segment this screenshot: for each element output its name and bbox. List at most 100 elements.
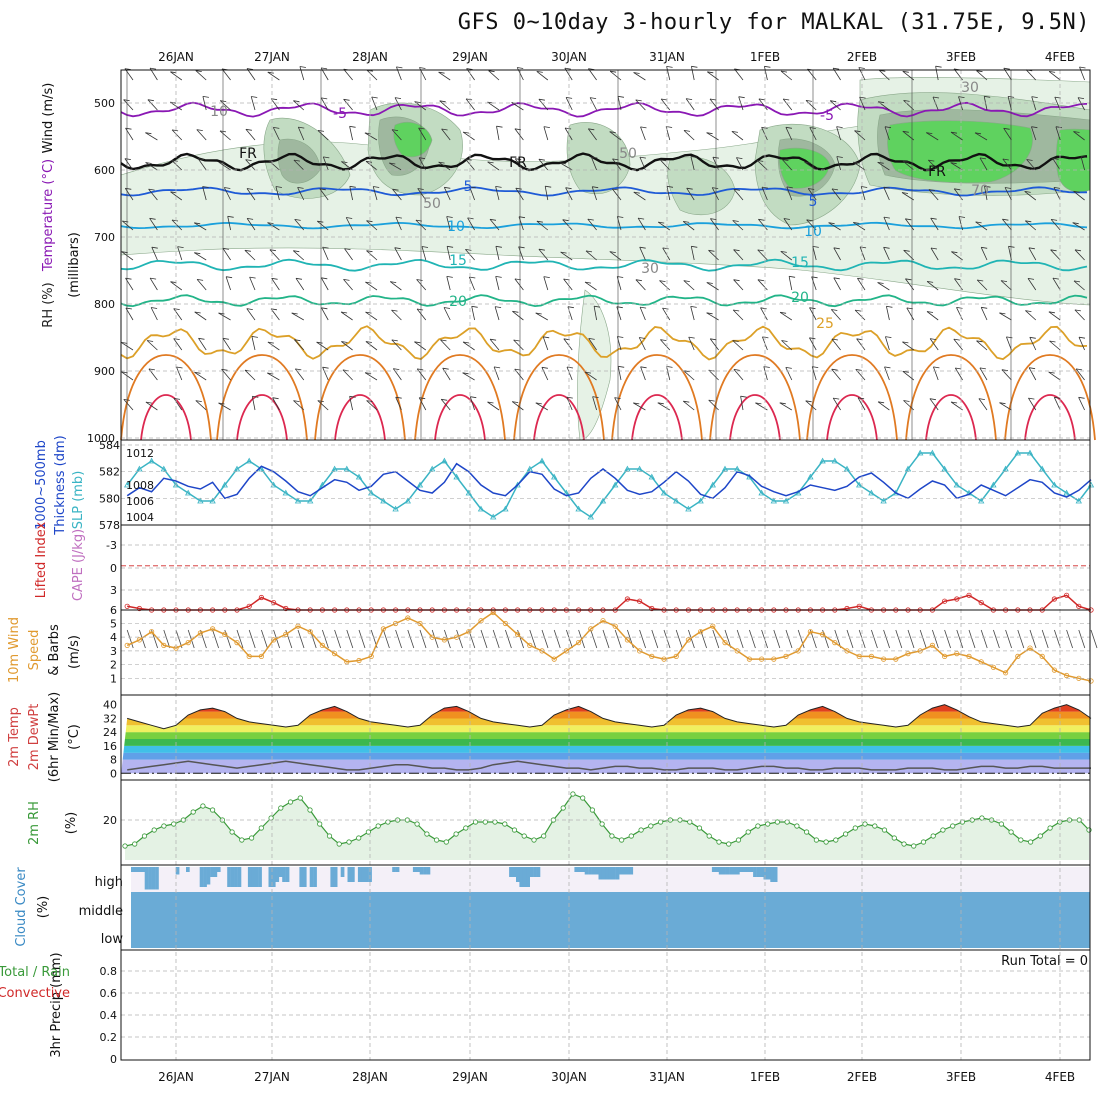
wind-barb [617, 366, 622, 381]
wind-barb-flag [218, 402, 225, 405]
wind-barb-flag [610, 70, 617, 73]
wind-barb [269, 249, 280, 261]
wind-barb-flag [349, 125, 356, 128]
wind-barb [708, 250, 719, 261]
wind-barb-flag [365, 311, 372, 314]
wind-barb [345, 217, 353, 231]
cloud-high-bar [615, 867, 620, 880]
wind-barb-flag [566, 396, 573, 399]
wind10m-line-marker [819, 631, 826, 638]
cape-ylabel: CAPE (J/kg) [71, 529, 86, 601]
wind-barb [1048, 371, 1061, 381]
contour-label: FR [928, 164, 946, 180]
wind-barb [609, 70, 622, 81]
slp-line-marker [307, 497, 314, 504]
rh2m-marker [979, 815, 985, 821]
slp-line-marker [136, 465, 143, 472]
wind-barb [202, 186, 207, 201]
wind-barb-flag [688, 336, 695, 339]
wind10m-barb [822, 629, 829, 649]
wind10m-line-marker [978, 659, 984, 665]
wind-barb-flag [419, 397, 426, 400]
wind-barb-flag [639, 156, 646, 159]
wind-barb-flag [124, 158, 131, 160]
slp-line-marker [453, 473, 460, 480]
contour-label: 50 [619, 146, 637, 162]
wind-barb-flag [349, 395, 356, 398]
contour-label: 10 [804, 224, 822, 240]
cloud-high-bar [364, 867, 369, 882]
wind10m-panel [124, 609, 1098, 684]
wind-barb-flag [951, 401, 958, 404]
thickness-ylabel: 1000~500mb [34, 440, 49, 530]
lifted-index-line-marker [136, 605, 142, 612]
contour-label: FR [239, 146, 257, 162]
contour-30 [806, 354, 898, 441]
wind-barb [294, 339, 305, 351]
run-total: Run Total = 0 [1001, 954, 1088, 969]
wind10m-line-marker [1039, 653, 1045, 660]
wind-barb-flag [885, 336, 892, 338]
slp-line-marker [124, 481, 131, 488]
wind10m-line-marker [905, 650, 911, 657]
wind10m-line-marker [600, 618, 606, 624]
wind-barb-flag [148, 368, 155, 371]
rh2m-marker [881, 827, 888, 833]
cloud-high-bar [282, 867, 286, 882]
wind-barb [975, 221, 988, 231]
wind-barb-flag [246, 308, 253, 310]
wind-barb [783, 218, 793, 231]
wind-barb [785, 367, 793, 381]
precip-tick: 0.2 [100, 1031, 118, 1044]
wind-barb-flag [853, 161, 860, 164]
wind10m-barb [395, 629, 402, 649]
wind10m-line-marker [161, 642, 167, 649]
wind-barb [929, 338, 939, 351]
contour-label: 20 [791, 290, 809, 306]
pressure-tick: 500 [94, 97, 115, 110]
wind-barb [781, 340, 793, 351]
wind-barb-flag [594, 305, 601, 308]
wind-barb [1054, 96, 1061, 111]
wind-barb [883, 187, 890, 201]
rh2m-marker [940, 827, 946, 833]
wind10m-line-marker [746, 656, 753, 662]
rh2m-marker [745, 829, 751, 835]
contour-label: 25 [816, 316, 834, 332]
wind-barb [758, 98, 768, 111]
wind-barb-flag [902, 341, 909, 344]
wind10m-line-marker [990, 664, 997, 670]
wind-barb [563, 338, 573, 351]
top-date-label: 30JAN [551, 50, 587, 64]
wind-barb [633, 402, 646, 411]
wind-barb [638, 337, 646, 351]
cloud-high-bar [629, 867, 634, 875]
wind-barb [488, 70, 500, 81]
wind-barb-flag [438, 71, 445, 74]
wind-barb-flag [560, 162, 567, 165]
wind-barb [544, 186, 549, 201]
wind-barb-flag [535, 402, 542, 405]
thickness-tick: 580 [99, 492, 120, 505]
slp-line-marker [221, 481, 228, 488]
wind-barb-flag [195, 70, 202, 72]
slp-line-marker [782, 497, 790, 504]
wind-barb-flag [446, 276, 453, 278]
wind-barb [511, 102, 524, 111]
wind-barb [469, 186, 475, 201]
wind-barb-flag [224, 187, 231, 189]
wind-barb [760, 307, 768, 321]
bottom-date-label: 31JAN [649, 1070, 685, 1084]
temp-tick: 16 [103, 740, 117, 753]
wind-barb [392, 188, 402, 201]
slp-line-marker [416, 481, 424, 488]
cloud-level-label: low [101, 932, 124, 947]
wind-barb [593, 306, 597, 321]
cloud-high-bar [753, 867, 757, 877]
pressure-tick: 900 [94, 365, 115, 378]
wind-barb [225, 276, 231, 291]
upper-ylabel-temp: Temperature (°C) [41, 159, 56, 272]
wind-barb [807, 68, 817, 81]
wind-barb [1031, 126, 1037, 141]
wind-barb [950, 131, 963, 141]
